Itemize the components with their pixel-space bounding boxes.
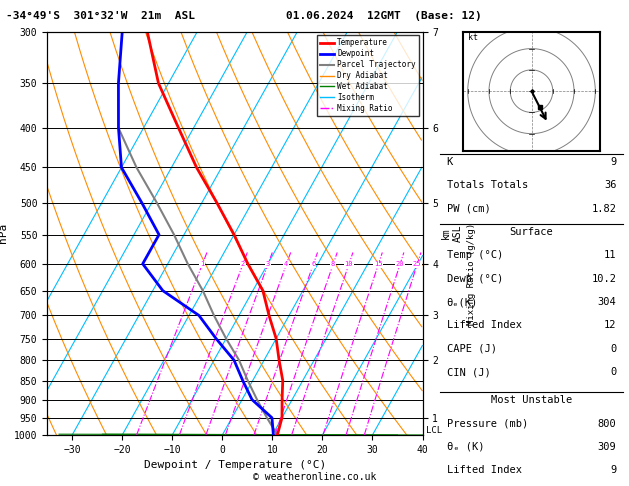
Text: 6: 6 (311, 261, 315, 267)
Text: Totals Totals: Totals Totals (447, 180, 528, 191)
Text: 0: 0 (610, 344, 616, 354)
Text: Dewp (°C): Dewp (°C) (447, 274, 503, 284)
Text: 01.06.2024  12GMT  (Base: 12): 01.06.2024 12GMT (Base: 12) (286, 12, 482, 21)
Text: Pressure (mb): Pressure (mb) (447, 418, 528, 429)
Text: Temp (°C): Temp (°C) (447, 250, 503, 260)
Text: LCL: LCL (426, 426, 442, 435)
Text: 10: 10 (345, 261, 353, 267)
Text: 36: 36 (604, 180, 616, 191)
Text: © weatheronline.co.uk: © weatheronline.co.uk (253, 472, 376, 482)
Text: Lifted Index: Lifted Index (447, 320, 521, 330)
Legend: Temperature, Dewpoint, Parcel Trajectory, Dry Adiabat, Wet Adiabat, Isotherm, Mi: Temperature, Dewpoint, Parcel Trajectory… (317, 35, 419, 116)
Text: 20: 20 (396, 261, 404, 267)
Text: Lifted Index: Lifted Index (447, 465, 521, 475)
Text: 0: 0 (610, 367, 616, 377)
X-axis label: Dewpoint / Temperature (°C): Dewpoint / Temperature (°C) (143, 460, 326, 470)
Text: 15: 15 (374, 261, 382, 267)
Text: Surface: Surface (509, 227, 554, 237)
Text: PW (cm): PW (cm) (447, 204, 491, 214)
Text: 2: 2 (241, 261, 245, 267)
Text: kt: kt (468, 33, 477, 42)
Text: θₑ (K): θₑ (K) (447, 442, 484, 452)
Text: 10.2: 10.2 (591, 274, 616, 284)
Text: CIN (J): CIN (J) (447, 367, 491, 377)
Text: 3: 3 (265, 261, 270, 267)
Text: -34°49'S  301°32'W  21m  ASL: -34°49'S 301°32'W 21m ASL (6, 12, 195, 21)
Text: 12: 12 (604, 320, 616, 330)
Text: θₑ(K): θₑ(K) (447, 297, 478, 307)
Text: CAPE (J): CAPE (J) (447, 344, 496, 354)
Text: 1.82: 1.82 (591, 204, 616, 214)
Text: 800: 800 (598, 418, 616, 429)
Text: 25: 25 (413, 261, 421, 267)
Y-axis label: km
ASL: km ASL (441, 225, 462, 242)
Text: K: K (447, 157, 453, 167)
Y-axis label: hPa: hPa (0, 223, 8, 243)
Text: Most Unstable: Most Unstable (491, 395, 572, 405)
Text: 9: 9 (610, 465, 616, 475)
Text: 4: 4 (284, 261, 289, 267)
Text: 1: 1 (200, 261, 204, 267)
Text: 9: 9 (610, 157, 616, 167)
Text: 304: 304 (598, 297, 616, 307)
Text: 11: 11 (604, 250, 616, 260)
Text: 8: 8 (331, 261, 335, 267)
Text: Mixing Ratio (g/kg): Mixing Ratio (g/kg) (467, 223, 476, 325)
Text: 309: 309 (598, 442, 616, 452)
